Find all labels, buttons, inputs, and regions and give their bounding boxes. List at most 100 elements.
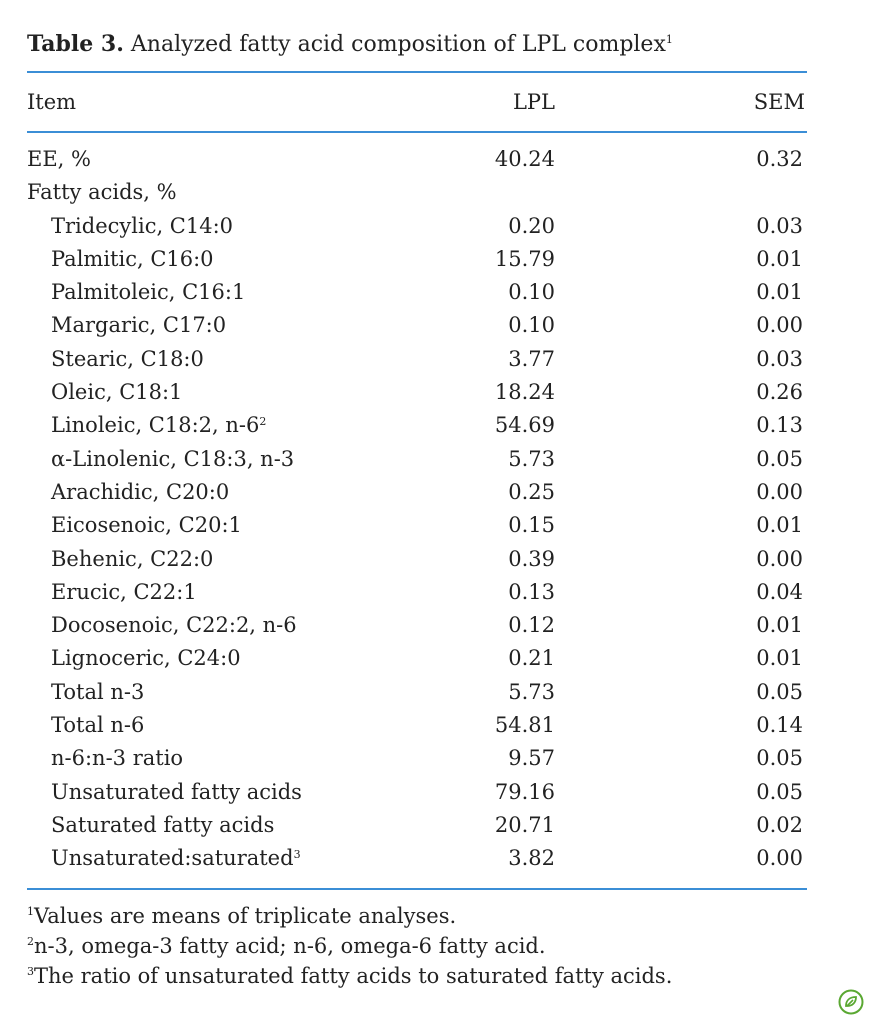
row-item: Total n-6 — [51, 709, 144, 742]
row-sem-value: 0.05 — [756, 779, 803, 804]
row-lpl-value: 54.69 — [494, 413, 555, 438]
table-row: n-6:n-3 ratio 9.57 0.05 — [0, 742, 872, 775]
footnote-text: Values are means of triplicate analyses. — [34, 904, 457, 928]
table-row: Palmitic, C16:0 15.79 0.01 — [0, 243, 872, 276]
table-row: Total n-6 54.81 0.14 — [0, 709, 872, 742]
row-item-label: Linoleic, C18:2, n-6 — [51, 413, 260, 438]
row-item: Unsaturated fatty acids — [51, 776, 302, 809]
row-item-label: Total n-6 — [51, 713, 145, 738]
table-row: Erucic, C22:1 0.13 0.04 — [0, 576, 872, 609]
footnote: 1Values are means of triplicate analyses… — [27, 901, 672, 931]
row-item-label: Margaric, C17:0 — [51, 313, 227, 338]
row-sem-value: 0.00 — [756, 546, 803, 571]
row-sem-value: 0.32 — [756, 147, 803, 171]
row-lpl-value: 0.21 — [508, 646, 555, 671]
header-rule — [27, 131, 807, 133]
row-item-label: n-6:n-3 ratio — [51, 746, 184, 771]
row-item: Palmitoleic, C16:1 — [51, 276, 245, 309]
row-sem-value: 0.05 — [756, 746, 803, 771]
row-item-label: Oleic, C18:1 — [51, 380, 183, 405]
table-footnotes: 1Values are means of triplicate analyses… — [27, 901, 672, 991]
row-lpl-value: 0.15 — [508, 513, 555, 538]
table-row: Arachidic, C20:0 0.25 0.00 — [0, 476, 872, 509]
row-item-label: Behenic, C22:0 — [51, 546, 214, 571]
table-body: EE, % 40.24 0.32 Fatty acids, % Tridecylic, … — [0, 143, 872, 876]
row-sem-value: 0.01 — [756, 280, 803, 305]
row-item-label: Palmitoleic, C16:1 — [51, 280, 246, 305]
row-sem-value: 0.01 — [756, 646, 803, 671]
row-item: Docosenoic, C22:2, n-6 — [51, 609, 297, 642]
row-item-label: Eicosenoic, C20:1 — [51, 513, 242, 538]
row-lpl-value: 9.57 — [508, 746, 555, 771]
row-sem-value: 0.00 — [756, 313, 803, 338]
table-row: Unsaturated:saturated3 3.82 0.00 — [0, 842, 872, 875]
footnote: 2n-3, omega-3 fatty acid; n-6, omega-6 f… — [27, 931, 672, 961]
row-item: Fatty acids, % — [27, 176, 177, 209]
row-sem-value: 0.03 — [756, 346, 803, 371]
table-row: EE, % 40.24 0.32 — [0, 143, 872, 176]
row-sem-value: 0.26 — [756, 380, 803, 405]
table-row: Behenic, C22:0 0.39 0.00 — [0, 543, 872, 576]
row-item-label: Total n-3 — [51, 679, 145, 704]
row-item: Arachidic, C20:0 — [51, 476, 229, 509]
row-lpl-value: 5.73 — [508, 446, 555, 471]
row-sem-value: 0.00 — [756, 846, 803, 871]
row-item-label: α-Linolenic, C18:3, n-3 — [51, 446, 295, 471]
leaf-badge-icon[interactable] — [838, 989, 864, 1015]
row-lpl-value: 40.24 — [494, 147, 555, 171]
row-lpl-value: 0.39 — [508, 546, 555, 571]
row-lpl-value: 0.10 — [508, 280, 555, 305]
row-item: Stearic, C18:0 — [51, 343, 204, 376]
row-sem-value: 0.01 — [756, 613, 803, 638]
row-item-label: Fatty acids, % — [27, 180, 177, 205]
table-row: Oleic, C18:1 18.24 0.26 — [0, 376, 872, 409]
row-item-label: Tridecylic, C14:0 — [51, 213, 234, 238]
row-lpl-value: 0.25 — [508, 479, 555, 504]
footnote-mark: 3 — [27, 965, 34, 978]
table-row: Palmitoleic, C16:1 0.10 0.01 — [0, 276, 872, 309]
row-item: Total n-3 — [51, 676, 144, 709]
table-row: Unsaturated fatty acids 79.16 0.05 — [0, 776, 872, 809]
row-item: Margaric, C17:0 — [51, 309, 226, 342]
row-item-label: Stearic, C18:0 — [51, 346, 204, 371]
table-row: Saturated fatty acids 20.71 0.02 — [0, 809, 872, 842]
row-lpl-value: 54.81 — [494, 713, 555, 738]
row-item-label: Palmitic, C16:0 — [51, 246, 214, 271]
row-sem-value: 0.00 — [756, 479, 803, 504]
row-item-label: Saturated fatty acids — [51, 812, 275, 837]
row-footnote-mark: 2 — [259, 415, 267, 429]
row-footnote-mark: 3 — [293, 848, 301, 862]
row-lpl-value: 0.10 — [508, 313, 555, 338]
row-sem-value: 0.14 — [756, 713, 803, 738]
table-label: Table 3. — [27, 31, 124, 57]
row-sem-value: 0.02 — [756, 812, 803, 837]
footnote-mark: 1 — [27, 905, 34, 918]
table-row: Stearic, C18:0 3.77 0.03 — [0, 343, 872, 376]
table-row: Tridecylic, C14:0 0.20 0.03 — [0, 210, 872, 243]
row-item: EE, % — [27, 143, 91, 176]
table-title: Analyzed fatty acid composition of LPL c… — [130, 32, 666, 57]
header-lpl: LPL — [512, 90, 555, 114]
row-item-label: Erucic, C22:1 — [51, 579, 197, 604]
table-caption: Table 3. Analyzed fatty acid composition… — [27, 28, 673, 61]
table-row: Fatty acids, % — [0, 176, 872, 209]
row-item-label: Unsaturated fatty acids — [51, 779, 302, 804]
footnote: 3The ratio of unsaturated fatty acids to… — [27, 961, 672, 991]
footnote-mark: 2 — [27, 935, 34, 948]
row-sem-value: 0.01 — [756, 246, 803, 271]
row-item: Linoleic, C18:2, n-62 — [51, 409, 266, 442]
row-lpl-value: 0.12 — [508, 613, 555, 638]
table-row: Margaric, C17:0 0.10 0.00 — [0, 309, 872, 342]
row-sem-value: 0.03 — [756, 213, 803, 238]
row-sem-value: 0.13 — [756, 413, 803, 438]
row-item-label: Arachidic, C20:0 — [51, 479, 230, 504]
row-lpl-value: 18.24 — [494, 380, 555, 405]
row-lpl-value: 79.16 — [494, 779, 555, 804]
row-sem-value: 0.04 — [756, 579, 803, 604]
table-row: Lignoceric, C24:0 0.21 0.01 — [0, 642, 872, 675]
row-sem-value: 0.05 — [756, 679, 803, 704]
top-rule — [27, 71, 807, 73]
row-lpl-value: 15.79 — [494, 246, 555, 271]
table-row: α-Linolenic, C18:3, n-3 5.73 0.05 — [0, 443, 872, 476]
caption-footnote-mark: 1 — [665, 33, 673, 46]
